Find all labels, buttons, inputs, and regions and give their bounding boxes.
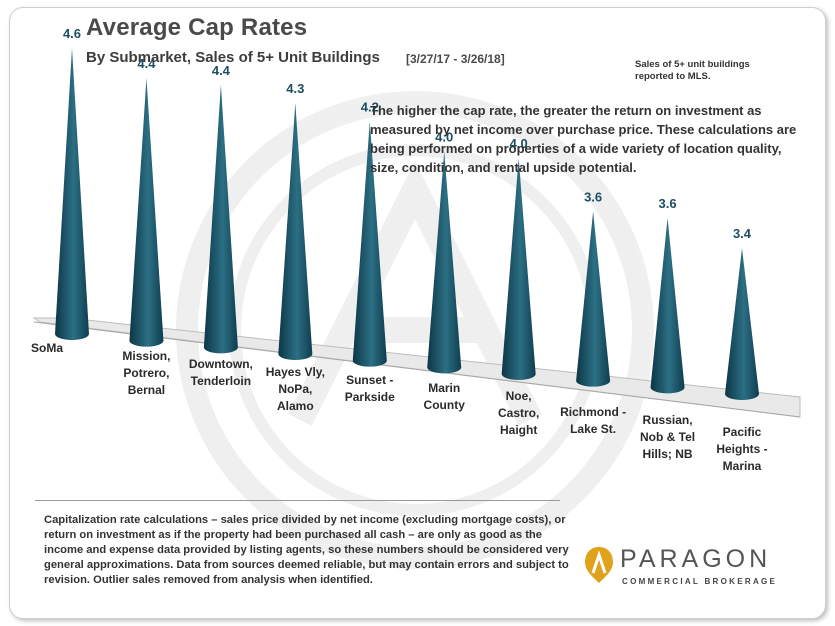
category-label: Marin County [423, 381, 465, 412]
chart-description: The higher the cap rate, the greater the… [370, 103, 797, 175]
data-label: 3.6 [659, 196, 677, 211]
data-label: 4.0 [510, 136, 528, 151]
category-label: Downtown, Tenderloin [188, 357, 253, 388]
category-label: Russian, Nob & Tel Hills; NB [639, 413, 696, 461]
data-label: 4.6 [63, 26, 81, 41]
category-label: Richmond - Lake St. [560, 405, 627, 436]
paragon-logo-icon [585, 547, 613, 583]
side-note: Sales of 5+ unit buildings reported to M… [635, 59, 750, 82]
category-label: Sunset - Parkside [344, 373, 395, 404]
category-label: SoMa [30, 341, 64, 355]
data-label: 4.2 [361, 100, 379, 115]
cone-bar [427, 151, 462, 374]
category-label: Pacific Heights - Marina [716, 425, 768, 473]
cone-bar [501, 158, 536, 381]
logo-wordmark: PARAGON [620, 545, 772, 573]
cone-bar [129, 78, 164, 347]
cone-bar [55, 48, 89, 341]
data-label: 4.4 [212, 63, 231, 78]
data-label: 3.4 [733, 226, 752, 241]
category-label: Noe, Castro, Haight [497, 389, 540, 437]
cone-bar [650, 218, 685, 394]
footnote-divider [35, 500, 560, 501]
data-label: 4.3 [286, 81, 304, 96]
cone-bar [203, 84, 238, 354]
category-label: Mission, Potrero, Bernal [122, 349, 171, 397]
cone-bar [352, 121, 387, 367]
data-label: 4.4 [137, 56, 156, 71]
footnote: Capitalization rate calculations – sales… [44, 514, 569, 586]
data-label: 4.0 [435, 130, 453, 145]
cone-bar [576, 211, 611, 387]
chart-title: Average Cap Rates [86, 14, 308, 41]
date-range: [3/27/17 - 3/26/18] [406, 52, 505, 66]
chart-subtitle: By Submarket, Sales of 5+ Unit Buildings [86, 49, 380, 66]
category-label: Hayes Vly, NoPa, Alamo [265, 365, 325, 413]
logo-tagline: COMMERCIAL BROKERAGE [622, 577, 778, 586]
data-label: 3.6 [584, 190, 602, 205]
cone-bar [278, 103, 313, 361]
cone-bar [725, 248, 759, 400]
